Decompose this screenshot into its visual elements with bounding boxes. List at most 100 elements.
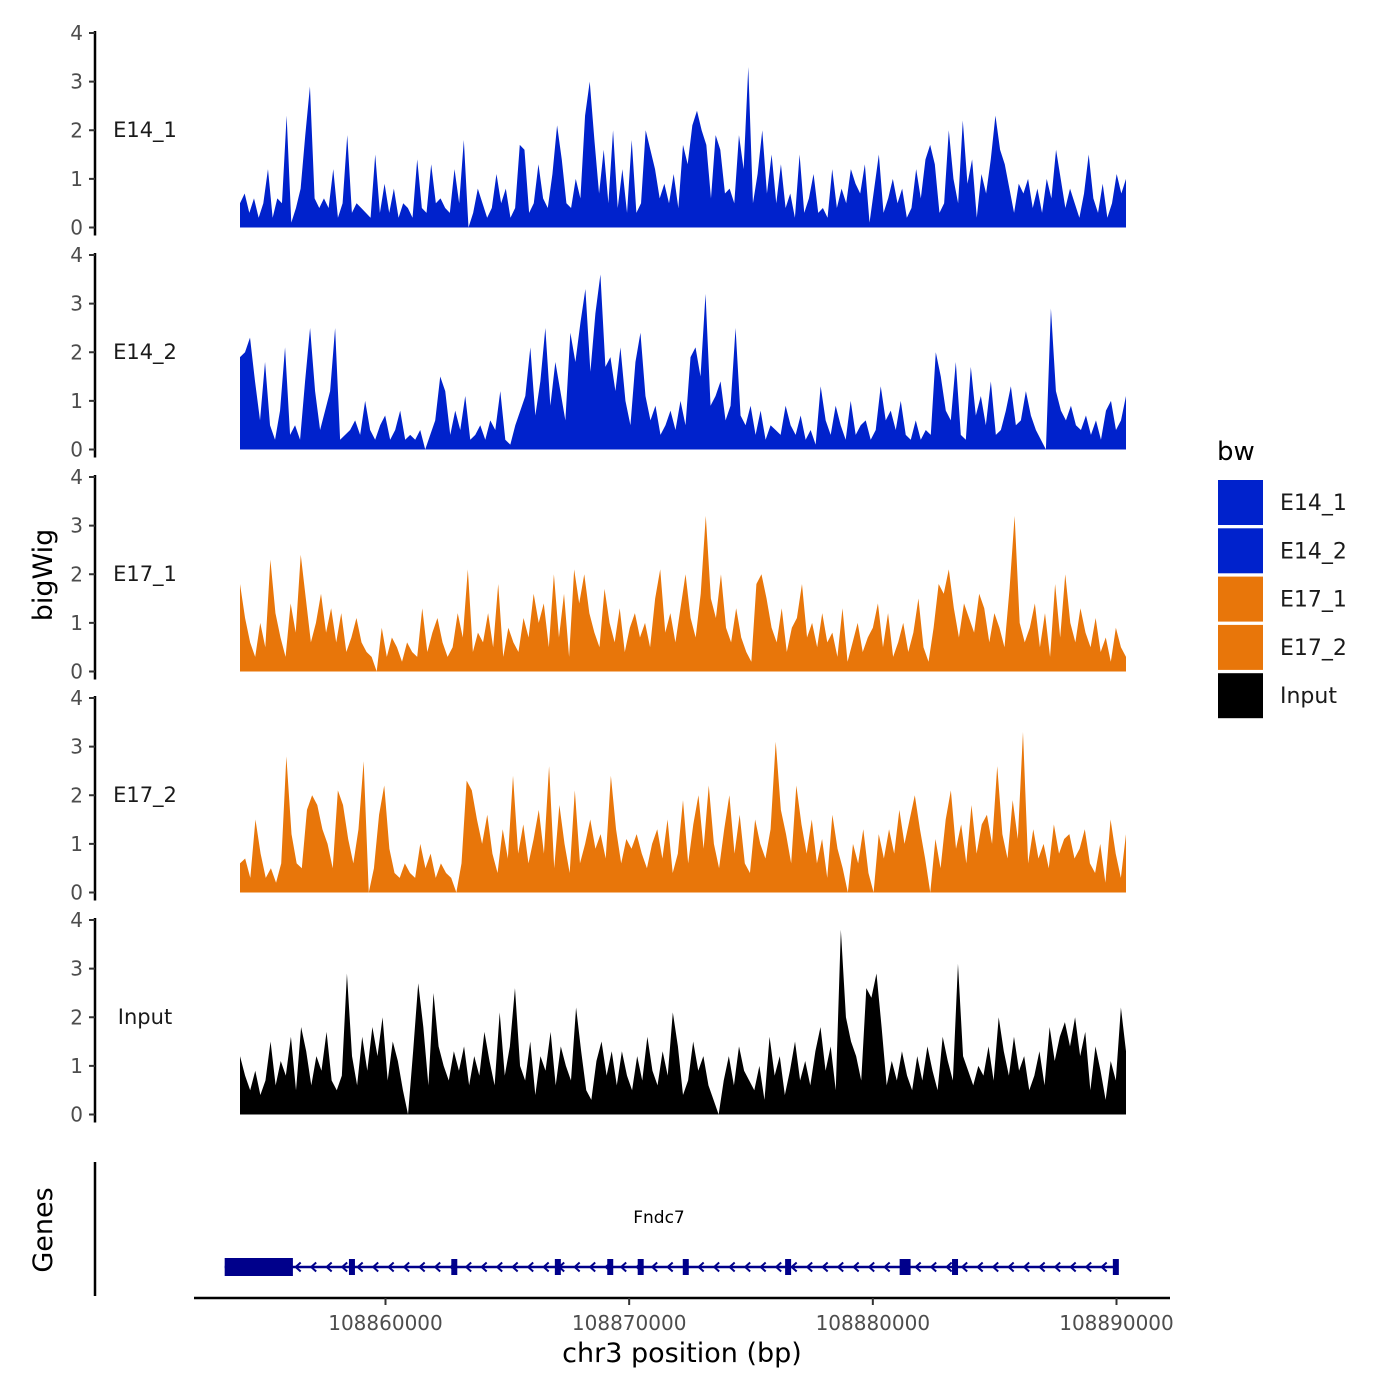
y-tick-label: 4 — [70, 686, 83, 710]
exon — [224, 1258, 293, 1276]
strand-arrow — [1084, 1261, 1092, 1273]
strand-arrow — [619, 1261, 627, 1273]
strand-arrow — [1053, 1261, 1061, 1273]
y-tick-label: 3 — [70, 735, 83, 759]
y-tick-label: 1 — [70, 389, 83, 413]
track-label: E17_2 — [113, 783, 177, 808]
strand-arrow — [821, 1261, 829, 1273]
y-tick-label: 3 — [70, 514, 83, 538]
y-tick-label: 1 — [70, 832, 83, 856]
strand-arrow — [666, 1261, 674, 1273]
legend: bw E14_1 E14_2 E17_1 E17_2 Input — [1217, 437, 1347, 719]
strand-arrow — [790, 1261, 798, 1273]
strand-arrow — [774, 1261, 782, 1273]
strand-arrow — [1038, 1261, 1046, 1273]
strand-arrow — [712, 1261, 720, 1273]
strand-arrow — [418, 1261, 426, 1273]
x-axis-title: chr3 position (bp) — [562, 1338, 802, 1369]
signal-tracks: 0 1 2 3 4 E14_1 0 1 2 3 4 E14_2 0 1 2 3 4 E17_1 0 1 2 3 4 E17_2… — [70, 21, 1126, 1127]
signal-area-E17_2 — [240, 732, 1126, 893]
gene-model — [224, 1258, 1119, 1276]
strand-arrow — [464, 1261, 472, 1273]
strand-arrow — [743, 1261, 751, 1273]
exon — [607, 1259, 614, 1275]
strand-arrow — [356, 1261, 364, 1273]
strand-arrow — [371, 1261, 379, 1273]
strand-arrow — [836, 1261, 844, 1273]
gene-track: Genes Fndc7 — [28, 1162, 1119, 1296]
track-E14_2: 0 1 2 3 4 E14_2 — [70, 243, 1126, 462]
signal-area-E14_2 — [240, 274, 1126, 450]
y-tick-label: 2 — [70, 1005, 83, 1029]
y-tick-label: 4 — [70, 465, 83, 489]
y-tick-label: 3 — [70, 70, 83, 94]
track-E14_1: 0 1 2 3 4 E14_1 — [70, 21, 1126, 240]
strand-arrow — [929, 1261, 937, 1273]
legend-swatch-E17_1 — [1218, 576, 1263, 622]
y-tick-label: 4 — [70, 243, 83, 267]
strand-arrow — [495, 1261, 503, 1273]
strand-arrow — [1007, 1261, 1015, 1273]
legend-swatch-E17_2 — [1218, 624, 1263, 670]
y-tick-label: 1 — [70, 1054, 83, 1078]
signal-area-E14_1 — [240, 67, 1126, 228]
strand-arrow — [573, 1261, 581, 1273]
strand-arrow — [433, 1261, 441, 1273]
exon — [952, 1259, 959, 1275]
y-tick-label: 0 — [70, 660, 83, 684]
strand-arrow — [759, 1261, 767, 1273]
track-label: E17_1 — [113, 562, 177, 587]
strand-arrow — [805, 1261, 813, 1273]
legend-swatch-E14_1 — [1218, 480, 1263, 525]
strand-arrow — [325, 1261, 333, 1273]
strand-arrow — [511, 1261, 519, 1273]
y-tick-label: 2 — [70, 340, 83, 364]
strand-arrow — [650, 1261, 658, 1273]
x-tick-label: 108890000 — [1059, 1311, 1174, 1335]
legend-swatch-E14_2 — [1218, 528, 1263, 574]
exon — [637, 1259, 644, 1275]
strand-arrow — [1100, 1261, 1108, 1273]
y-tick-label: 2 — [70, 783, 83, 807]
track-E17_1: 0 1 2 3 4 E17_1 — [70, 465, 1126, 684]
strand-arrow — [697, 1261, 705, 1273]
signal-area-E17_1 — [240, 515, 1126, 672]
strand-arrow — [1022, 1261, 1030, 1273]
strand-arrow — [852, 1261, 860, 1273]
legend-swatch-Input — [1218, 673, 1263, 719]
track-E17_2: 0 1 2 3 4 E17_2 — [70, 686, 1126, 905]
y-tick-label: 3 — [70, 957, 83, 981]
y-tick-label: 0 — [70, 438, 83, 462]
y-tick-label: 0 — [70, 216, 83, 240]
strand-arrow — [976, 1261, 984, 1273]
strand-arrow — [294, 1261, 302, 1273]
exon — [348, 1259, 355, 1275]
legend-label: E17_1 — [1280, 588, 1347, 613]
x-tick-label: 108880000 — [816, 1311, 931, 1335]
legend-label: E14_2 — [1280, 539, 1347, 564]
strand-arrow — [728, 1261, 736, 1273]
y-axis-title: bigWig — [28, 529, 59, 622]
signal-area-Input — [240, 929, 1126, 1115]
strand-arrow — [867, 1261, 875, 1273]
x-tick-label: 108870000 — [572, 1311, 687, 1335]
strand-arrow — [991, 1261, 999, 1273]
track-label: E14_2 — [113, 340, 177, 365]
strand-arrow — [1069, 1261, 1077, 1273]
legend-label: E14_1 — [1280, 491, 1347, 516]
gene-name-label: Fndc7 — [633, 1208, 685, 1228]
strand-arrow — [883, 1261, 891, 1273]
y-tick-label: 0 — [70, 881, 83, 905]
y-tick-label: 0 — [70, 1103, 83, 1127]
y-tick-label: 4 — [70, 908, 83, 932]
exon — [899, 1259, 911, 1275]
exon — [554, 1259, 561, 1275]
strand-arrow — [960, 1261, 968, 1273]
y-tick-label: 4 — [70, 21, 83, 45]
strand-arrow — [914, 1261, 922, 1273]
exon — [682, 1259, 689, 1275]
strand-arrow — [387, 1261, 395, 1273]
strand-arrow — [402, 1261, 410, 1273]
strand-arrow — [309, 1261, 317, 1273]
